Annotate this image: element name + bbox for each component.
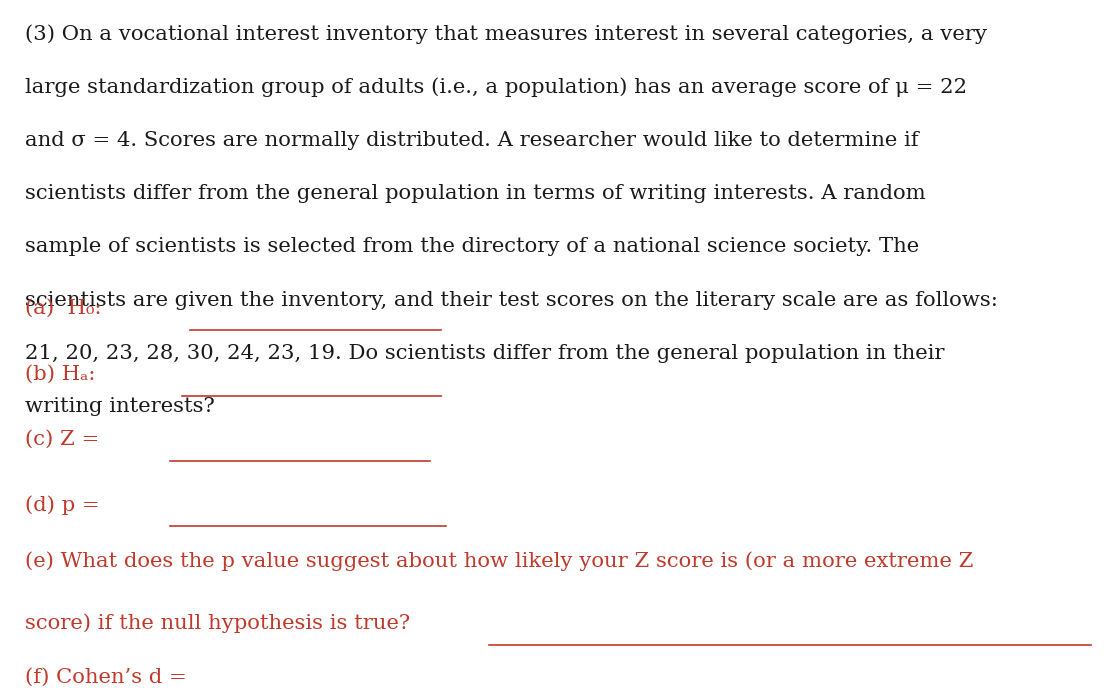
Text: (a)  H₀:: (a) H₀: — [25, 299, 102, 319]
Text: scientists differ from the general population in terms of writing interests. A r: scientists differ from the general popul… — [25, 184, 925, 203]
Text: (e) What does the p value suggest about how likely your Z score is (or a more ex: (e) What does the p value suggest about … — [25, 552, 973, 572]
Text: 21, 20, 23, 28, 30, 24, 23, 19. Do scientists differ from the general population: 21, 20, 23, 28, 30, 24, 23, 19. Do scien… — [25, 344, 944, 363]
Text: scientists are given the inventory, and their test scores on the literary scale : scientists are given the inventory, and … — [25, 291, 998, 310]
Text: (b) Hₐ:: (b) Hₐ: — [25, 365, 95, 384]
Text: (3) On a vocational interest inventory that measures interest in several categor: (3) On a vocational interest inventory t… — [25, 24, 987, 44]
Text: (d) p =: (d) p = — [25, 495, 99, 515]
Text: writing interests?: writing interests? — [25, 398, 214, 416]
Text: sample of scientists is selected from the directory of a national science societ: sample of scientists is selected from th… — [25, 237, 918, 257]
Text: (c) Z =: (c) Z = — [25, 430, 99, 449]
Text: large standardization group of adults (i.e., a population) has an average score : large standardization group of adults (i… — [25, 77, 966, 97]
Text: score) if the null hypothesis is true?: score) if the null hypothesis is true? — [25, 614, 410, 634]
Text: (f) Cohen’s d =: (f) Cohen’s d = — [25, 667, 186, 687]
Text: and σ = 4. Scores are normally distributed. A researcher would like to determine: and σ = 4. Scores are normally distribut… — [25, 131, 918, 150]
